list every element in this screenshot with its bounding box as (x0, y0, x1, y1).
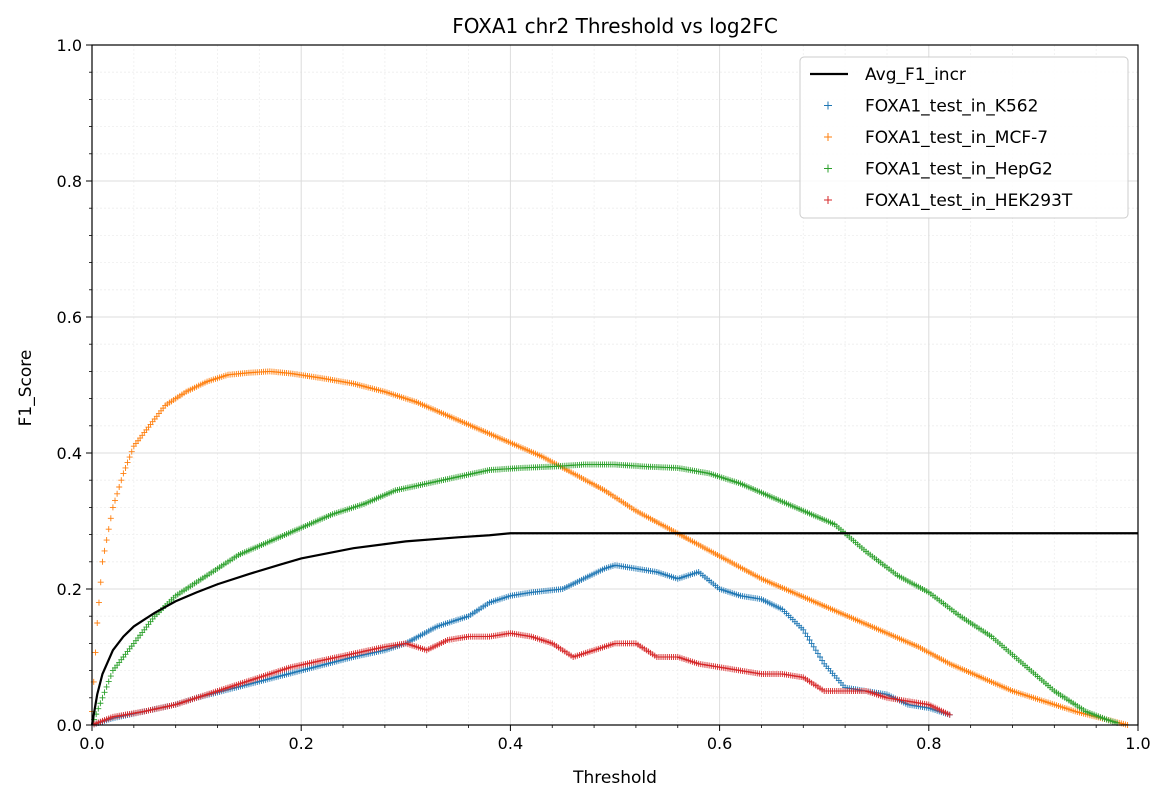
legend: Avg_F1_incr FOXA1_test_in_K562 FOXA1_test_… (799, 56, 1129, 219)
legend-swatch (824, 196, 832, 204)
legend-label: FOXA1_test_in_MCF-7 (865, 128, 1048, 148)
data-point (800, 626, 807, 633)
data-point (107, 515, 114, 522)
data-point (107, 673, 114, 680)
x-tick-label: 0.0 (79, 734, 104, 753)
x-axis-label: Threshold (572, 768, 657, 788)
data-point (120, 470, 127, 477)
data-point (802, 630, 809, 637)
legend-label: FOXA1_test_in_HepG2 (865, 160, 1053, 180)
legend-swatch (824, 164, 832, 173)
y-tick-label: 0.4 (57, 444, 82, 463)
legend-label: FOXA1_test_in_K562 (865, 97, 1038, 117)
data-point (105, 526, 112, 533)
data-point (97, 700, 104, 707)
plot-area (89, 368, 1138, 728)
data-point (103, 683, 110, 690)
data-point (810, 643, 817, 650)
y-tick-label: 0.8 (57, 172, 82, 191)
data-point (101, 547, 108, 554)
data-point (95, 705, 102, 712)
data-point (804, 633, 811, 640)
x-tick-label: 1.0 (1125, 734, 1150, 753)
data-point (814, 650, 821, 657)
axis-ticks: 0.0 0.2 0.4 0.6 0.8 1.0 0.0 0.2 0.4 0.6 0.8 1.0 (57, 36, 1151, 753)
series-FOXA1_test_in_HepG2 (89, 461, 1121, 728)
data-point (812, 647, 819, 654)
data-point (808, 640, 815, 647)
x-tick-label: 0.8 (916, 734, 941, 753)
y-tick-label: 0.6 (57, 308, 82, 327)
data-point (128, 448, 135, 455)
legend-swatch (824, 133, 832, 141)
data-point (101, 689, 108, 696)
legend-swatch (824, 101, 832, 110)
x-tick-label: 0.6 (707, 734, 732, 753)
y-tick-label: 1.0 (57, 36, 82, 55)
data-point (99, 558, 106, 565)
data-point (112, 497, 119, 504)
legend-label: Avg_F1_incr (865, 65, 966, 85)
data-point (124, 459, 131, 466)
data-point (946, 711, 953, 718)
y-axis-label: F1_Score (16, 350, 36, 427)
data-point (95, 599, 102, 606)
data-point (109, 504, 116, 511)
y-tick-label: 0.0 (57, 716, 82, 735)
data-point (92, 649, 99, 656)
avg-f1-line (90, 532, 1138, 726)
data-point (114, 490, 121, 497)
data-point (118, 477, 125, 484)
data-point (806, 637, 813, 643)
data-point (103, 537, 110, 544)
data-point (116, 484, 123, 490)
series-FOXA1_test_in_HEK293T (89, 630, 953, 728)
plot-frame (91, 44, 1139, 726)
data-point (97, 579, 104, 586)
data-point (99, 694, 106, 701)
legend-label: FOXA1_test_in_HEK293T (865, 191, 1073, 211)
data-point (817, 654, 824, 660)
chart-title: FOXA1 chr2 Threshold vs log2FC (452, 14, 778, 38)
data-point (122, 464, 129, 471)
data-point (819, 657, 826, 664)
y-tick-label: 0.2 (57, 580, 82, 599)
x-tick-label: 0.4 (498, 734, 523, 753)
x-tick-label: 0.2 (288, 734, 313, 753)
data-point (94, 620, 101, 626)
data-point (126, 454, 133, 461)
data-point (105, 678, 112, 685)
legend-box (799, 56, 1129, 219)
